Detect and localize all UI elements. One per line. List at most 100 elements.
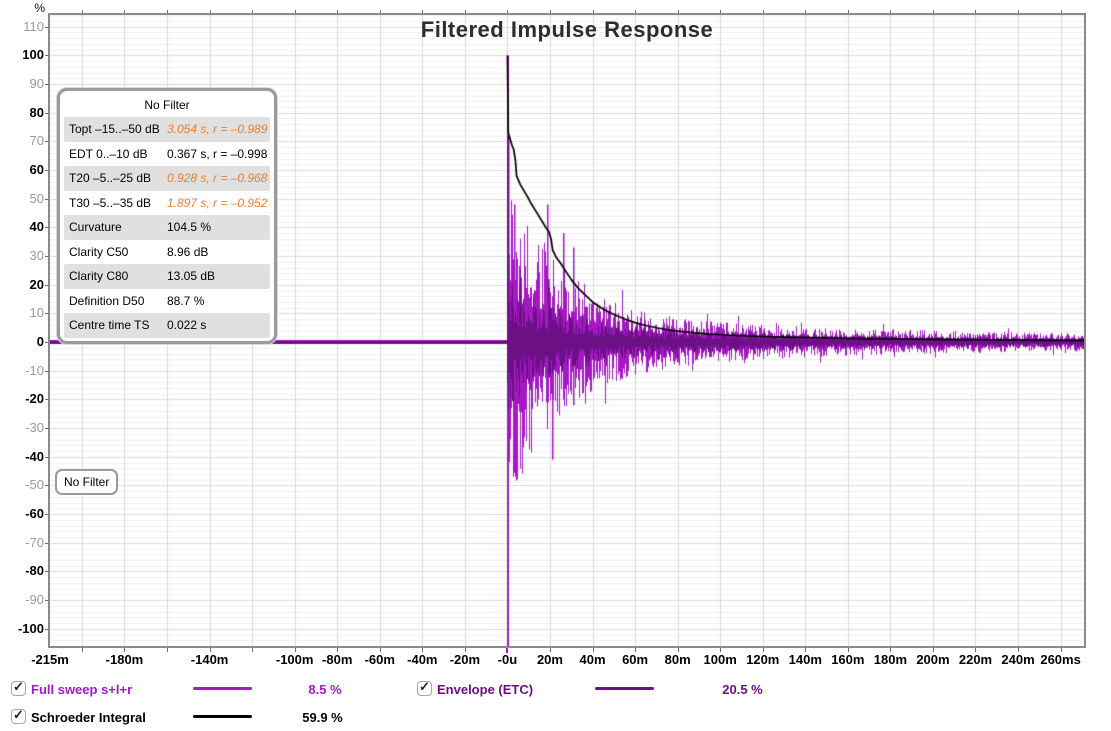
axis-tick	[45, 199, 48, 200]
axis-tick	[45, 285, 48, 286]
y-tick-label: 50	[29, 190, 44, 206]
axis-tick	[465, 648, 466, 652]
axis-tick	[422, 10, 423, 13]
axis-tick	[45, 256, 48, 257]
axis-tick	[380, 648, 381, 652]
axis-tick	[45, 485, 48, 486]
measurement-table-header: No Filter	[144, 98, 190, 112]
axis-tick	[975, 648, 976, 652]
axis-tick	[635, 10, 636, 13]
axis-tick	[82, 648, 83, 652]
x-tick-label: -215m	[31, 652, 69, 667]
parameter-name: Definition D50	[69, 293, 145, 308]
envelope-checkbox[interactable]: ✓	[417, 679, 432, 696]
axis-tick	[890, 648, 891, 652]
y-tick-label: 40	[29, 219, 44, 235]
parameter-value: 104.5 %	[167, 220, 212, 234]
parameter-name: T20 –5..–25 dB	[69, 171, 152, 185]
axis-tick	[45, 170, 48, 171]
axis-tick	[678, 10, 679, 13]
y-tick-label: 30	[29, 248, 44, 264]
axis-tick	[678, 648, 679, 652]
axis-tick	[167, 648, 168, 652]
axis-tick	[45, 371, 48, 372]
axis-tick	[933, 10, 934, 13]
y-tick-label: -10	[25, 362, 44, 378]
y-tick-label: -70	[25, 534, 44, 550]
parameter-name: Clarity C80	[69, 269, 129, 283]
measurement-table[interactable]: No Filter Topt –15..–50 dB 3.054 s, r = –…	[57, 88, 277, 344]
chart-title: Filtered Impulse Response	[420, 17, 714, 42]
full-sweep-checkbox[interactable]: ✓	[11, 679, 26, 696]
y-tick-label: 0	[36, 334, 44, 350]
axis-tick	[295, 10, 296, 13]
x-tick-label: -40m	[407, 652, 438, 667]
parameter-value: 0.367 s, r = –0.998	[167, 146, 268, 161]
table-row: Curvature 104.5 %	[64, 215, 270, 240]
axis-tick	[124, 648, 125, 652]
axis-tick	[45, 227, 48, 228]
x-tick-label: 100m	[703, 652, 737, 667]
x-tick-label: -140m	[190, 652, 229, 667]
axis-tick	[210, 10, 211, 13]
y-tick-label: 10	[29, 305, 44, 321]
check-icon: ✓	[13, 679, 24, 694]
y-tick-label: -30	[25, 420, 44, 436]
y-tick-label: -50	[25, 477, 44, 493]
x-tick-label: 160m	[831, 652, 865, 667]
axis-tick	[45, 141, 48, 142]
x-tick-label: 180m	[873, 652, 908, 667]
x-tick-label: 260ms	[1040, 652, 1081, 667]
parameter-value: 0.928 s, r = –0.968	[167, 171, 268, 185]
axis-tick	[45, 113, 48, 114]
y-tick-label: 110	[23, 18, 44, 34]
axis-tick	[252, 648, 253, 652]
axis-tick	[1018, 648, 1019, 652]
x-tick-label: 200m	[916, 652, 950, 667]
axis-tick	[45, 55, 48, 56]
schroeder-checkbox[interactable]: ✓	[11, 707, 26, 724]
x-tick-label: 220m	[958, 652, 993, 667]
y-tick-label: 20	[29, 276, 44, 292]
x-tick-label: -60m	[364, 652, 395, 667]
axis-tick	[720, 10, 721, 13]
schroeder-value: 59.9 %	[302, 710, 343, 725]
axis-tick	[210, 648, 211, 652]
axis-tick	[763, 648, 764, 652]
axis-tick	[45, 571, 48, 572]
axis-tick	[45, 27, 48, 28]
axis-tick	[45, 313, 48, 314]
x-tick-label: 140m	[788, 652, 822, 667]
axis-tick	[337, 648, 338, 652]
y-tick-label: 90	[29, 76, 44, 92]
x-tick-label: 20m	[536, 652, 563, 667]
axis-tick	[805, 648, 806, 652]
parameter-name: Topt –15..–50 dB	[69, 122, 160, 136]
x-tick-label: -180m	[105, 652, 144, 667]
axis-tick	[593, 648, 594, 652]
envelope-legend-label: Envelope (ETC)	[437, 682, 534, 697]
axis-tick	[550, 648, 551, 652]
axis-tick	[45, 543, 48, 544]
y-tick-label: -90	[25, 592, 44, 608]
table-row: EDT 0..–10 dB 0.367 s, r = –0.998	[64, 142, 270, 167]
table-row: Topt –15..–50 dB 3.054 s, r = –0.989	[64, 117, 270, 142]
no-filter-button[interactable]: No Filter	[55, 469, 119, 495]
check-icon: ✓	[419, 679, 430, 694]
y-tick-label: -60	[25, 506, 44, 522]
impulse-zero-marker	[506, 648, 508, 653]
schroeder-line-swatch	[193, 715, 252, 718]
axis-tick	[550, 10, 551, 13]
axis-tick	[167, 10, 168, 13]
check-icon: ✓	[13, 707, 24, 722]
y-tick-label: -40	[25, 448, 44, 464]
y-tick-label: 80	[29, 104, 44, 120]
axis-tick	[295, 648, 296, 652]
table-row: T30 –5..–35 dB 1.897 s, r = –0.952	[64, 191, 270, 216]
axis-tick	[1061, 10, 1062, 13]
parameter-value: 88.7 %	[167, 293, 205, 308]
x-tick-label: -20m	[449, 652, 481, 667]
parameter-name: T30 –5..–35 dB	[69, 195, 152, 210]
axis-tick	[45, 629, 48, 630]
